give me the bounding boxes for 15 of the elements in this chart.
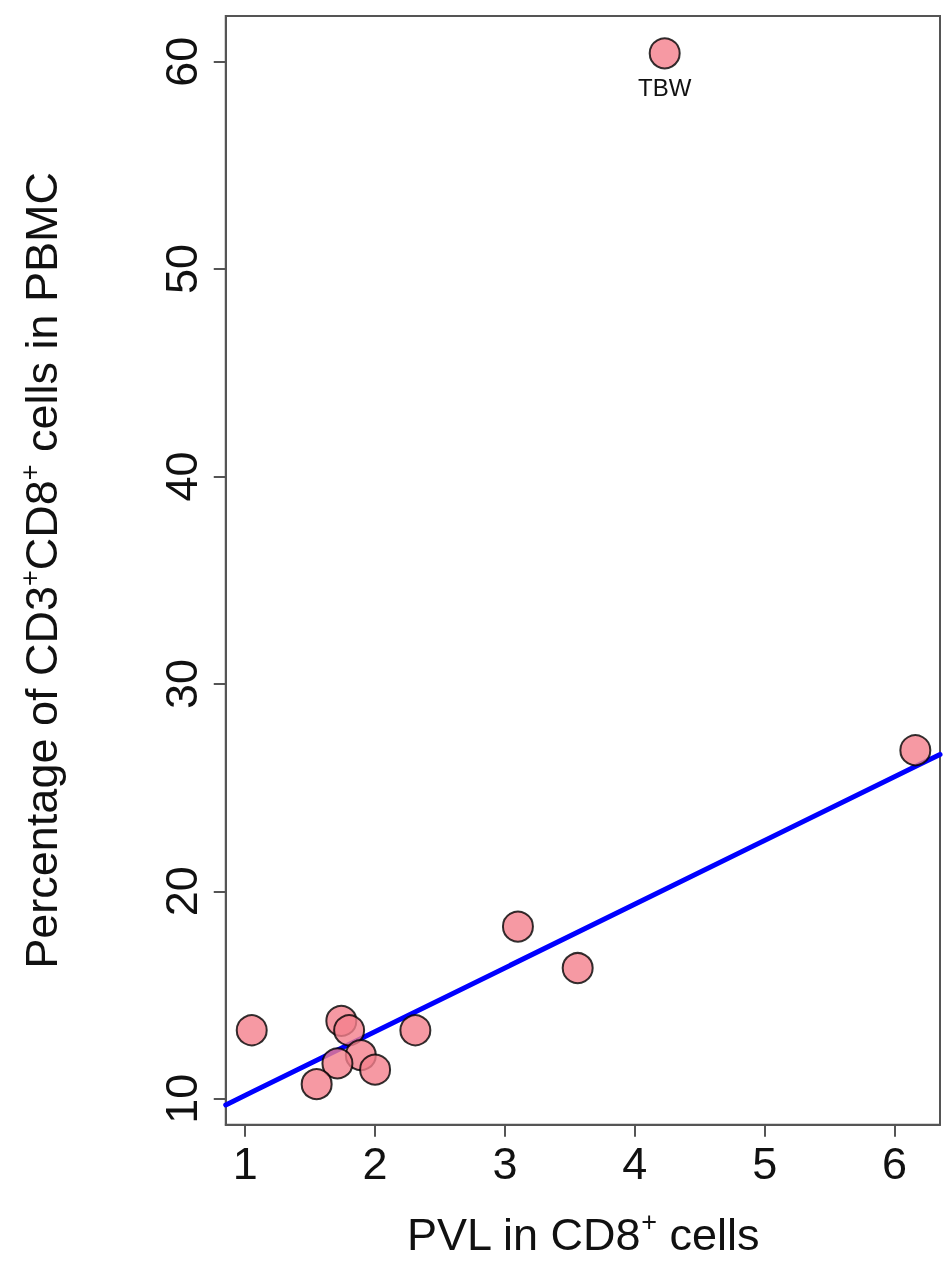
y-axis-title: Percentage of CD3+CD8+ cells in PBMC	[14, 171, 68, 969]
x-axis-title: PVL in CD8+ cells	[407, 1207, 760, 1260]
y-tick-label: 40	[155, 451, 207, 502]
x-tick-label: 5	[752, 1137, 778, 1189]
x-tick-label: 2	[362, 1137, 388, 1189]
x-tick-label: 1	[232, 1137, 258, 1189]
annotation: TBW	[638, 73, 692, 101]
y-tick-label: 60	[155, 36, 207, 87]
x-tick-label: 3	[492, 1137, 518, 1189]
x-tick-label: 6	[882, 1137, 908, 1189]
y-tick-label: 10	[155, 1073, 207, 1124]
y-tick-label: 50	[155, 244, 207, 295]
y-tick-label: 30	[155, 658, 207, 709]
y-tick-label: 20	[155, 866, 207, 917]
x-tick-label: 4	[622, 1137, 648, 1189]
